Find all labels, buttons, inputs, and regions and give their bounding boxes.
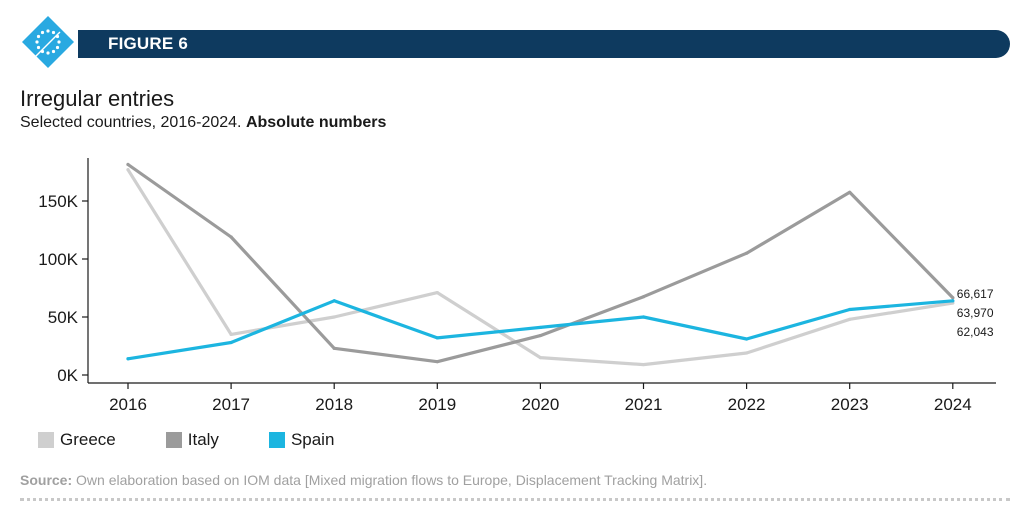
data-point-spain bbox=[229, 340, 233, 345]
data-point-greece bbox=[538, 356, 543, 360]
data-point-italy bbox=[951, 296, 955, 300]
x-tick-label: 2018 bbox=[315, 395, 353, 414]
data-point-italy bbox=[848, 190, 852, 194]
y-tick-label: 0K bbox=[57, 366, 78, 385]
banner-bar bbox=[78, 30, 1010, 58]
subtitle-prefix: Selected countries, 2016-2024. bbox=[20, 114, 242, 131]
legend-swatch bbox=[268, 432, 285, 448]
data-point-greece bbox=[745, 351, 749, 355]
data-point-italy bbox=[229, 235, 233, 239]
legend-swatch bbox=[165, 432, 182, 448]
x-tick-label: 2021 bbox=[625, 395, 663, 414]
x-tick-label: 2019 bbox=[418, 395, 456, 414]
subtitle-bold: Absolute numbers bbox=[245, 114, 387, 131]
dotted-divider bbox=[20, 498, 1010, 501]
data-point-italy bbox=[332, 346, 336, 350]
data-point-italy bbox=[126, 162, 130, 167]
data-point-spain bbox=[435, 336, 439, 340]
legend-item-greece: Greece bbox=[38, 430, 116, 450]
y-tick-label: 150K bbox=[38, 192, 78, 211]
data-point-greece bbox=[126, 168, 130, 172]
x-tick-label: 2017 bbox=[212, 395, 250, 414]
data-point-spain bbox=[641, 315, 646, 319]
legend-label: Italy bbox=[187, 430, 219, 449]
x-tick-label: 2023 bbox=[831, 395, 869, 414]
data-point-greece bbox=[229, 332, 233, 336]
x-tick-label: 2016 bbox=[109, 395, 147, 414]
data-point-italy bbox=[641, 295, 646, 299]
data-point-spain bbox=[745, 337, 749, 341]
data-point-spain bbox=[848, 307, 852, 312]
legend-label: Greece bbox=[60, 430, 116, 449]
source-note: Source: Own elaboration based on IOM dat… bbox=[20, 472, 707, 488]
eu-stars-diamond-icon bbox=[22, 16, 74, 68]
figure-label: FIGURE 6 bbox=[108, 34, 189, 53]
x-tick-label: 2022 bbox=[728, 395, 766, 414]
data-point-greece bbox=[641, 362, 646, 367]
legend-item-italy: Italy bbox=[165, 430, 219, 450]
data-point-spain bbox=[126, 357, 130, 361]
end-value-label: 63,970 bbox=[957, 306, 994, 320]
legend-label: Spain bbox=[290, 430, 335, 449]
line-chart: 0K 50K 100K 150K 2016 2017 2018 2019 2020 2021 202… bbox=[38, 158, 996, 414]
legend-swatch bbox=[38, 432, 54, 448]
chart-subtitle: Selected countries, 2016-2024. Absolute … bbox=[20, 114, 386, 132]
data-point-spain bbox=[332, 299, 336, 303]
end-value-label: 66,617 bbox=[957, 287, 994, 301]
y-tick-label: 100K bbox=[38, 250, 78, 269]
data-point-spain bbox=[951, 299, 955, 303]
source-label: Source: bbox=[20, 472, 73, 488]
data-point-greece bbox=[332, 315, 336, 319]
source-text: Own elaboration based on IOM data [Mixed… bbox=[72, 472, 708, 488]
data-point-italy bbox=[435, 360, 439, 364]
end-value-label: 62,043 bbox=[957, 325, 994, 339]
figure-banner: FIGURE 6 bbox=[20, 14, 1010, 70]
data-point-greece bbox=[435, 291, 439, 295]
chart-legend: Greece Italy Spain bbox=[38, 430, 384, 450]
chart-title: Irregular entries bbox=[20, 86, 175, 111]
data-point-italy bbox=[745, 251, 749, 255]
x-tick-label: 2020 bbox=[521, 395, 559, 414]
data-point-greece bbox=[848, 317, 852, 321]
legend-item-spain: Spain bbox=[268, 430, 335, 450]
data-point-spain bbox=[538, 325, 543, 330]
x-tick-label: 2024 bbox=[934, 395, 972, 414]
data-point-italy bbox=[538, 333, 543, 338]
y-tick-label: 50K bbox=[48, 308, 79, 327]
